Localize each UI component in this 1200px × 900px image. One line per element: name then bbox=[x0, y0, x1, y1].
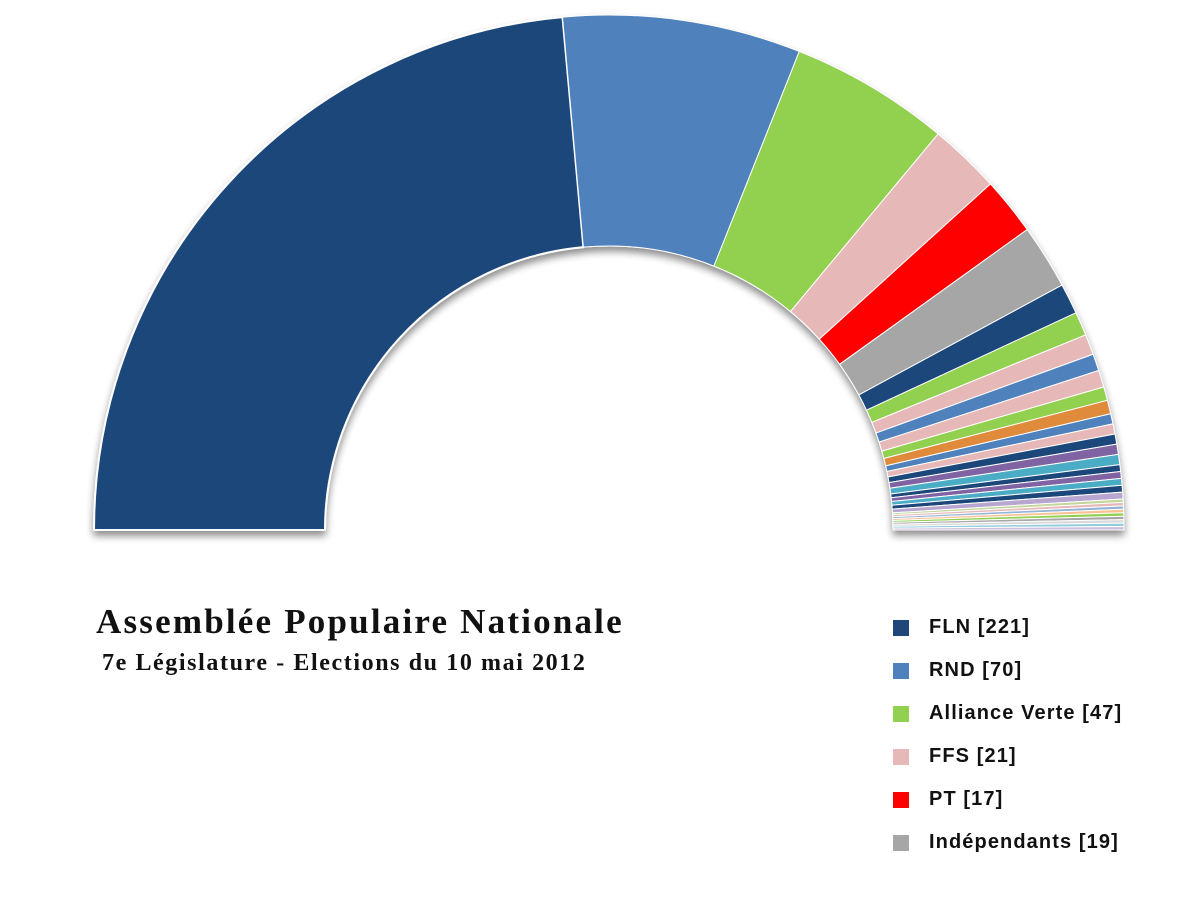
legend-swatch-alliance-verte bbox=[893, 705, 909, 722]
legend-label-alliance-verte: Alliance Verte [47] bbox=[929, 702, 1123, 724]
chart-legend: FLN [221] RND [70] Alliance Verte [47] F… bbox=[893, 606, 1193, 864]
chart-title: Assemblée Populaire Nationale bbox=[96, 602, 624, 641]
legend-item-ffs: FFS [21] bbox=[893, 735, 1193, 778]
hemicycle-chart-svg bbox=[93, 14, 1125, 531]
hemicycle-slices bbox=[93, 14, 1125, 531]
legend-item-pt: PT [17] bbox=[893, 778, 1193, 821]
legend-item-alliance-verte: Alliance Verte [47] bbox=[893, 692, 1193, 735]
legend-label-ffs: FFS [21] bbox=[929, 745, 1017, 767]
legend-item-rnd: RND [70] bbox=[893, 649, 1193, 692]
legend-swatch-pt bbox=[893, 791, 909, 808]
legend-item-independants: Indépendants [19] bbox=[893, 821, 1193, 864]
legend-label-rnd: RND [70] bbox=[929, 659, 1023, 681]
legend-label-independants: Indépendants [19] bbox=[929, 831, 1119, 853]
legend-swatch-rnd bbox=[893, 662, 909, 679]
legend-swatch-independants bbox=[893, 834, 909, 851]
chart-subtitle: 7e Législature - Elections du 10 mai 201… bbox=[102, 650, 587, 676]
legend-swatch-fln bbox=[893, 619, 909, 636]
legend-label-fln: FLN [221] bbox=[929, 616, 1031, 638]
hemicycle-chart bbox=[93, 14, 1125, 531]
legend-swatch-ffs bbox=[893, 748, 909, 765]
legend-label-pt: PT [17] bbox=[929, 788, 1004, 810]
legend-item-fln: FLN [221] bbox=[893, 606, 1193, 649]
hemicycle-slice-32 bbox=[892, 526, 1125, 531]
hemicycle-slice-1 bbox=[93, 16, 585, 531]
title-block: Assemblée Populaire Nationale 7e Législa… bbox=[96, 600, 716, 678]
